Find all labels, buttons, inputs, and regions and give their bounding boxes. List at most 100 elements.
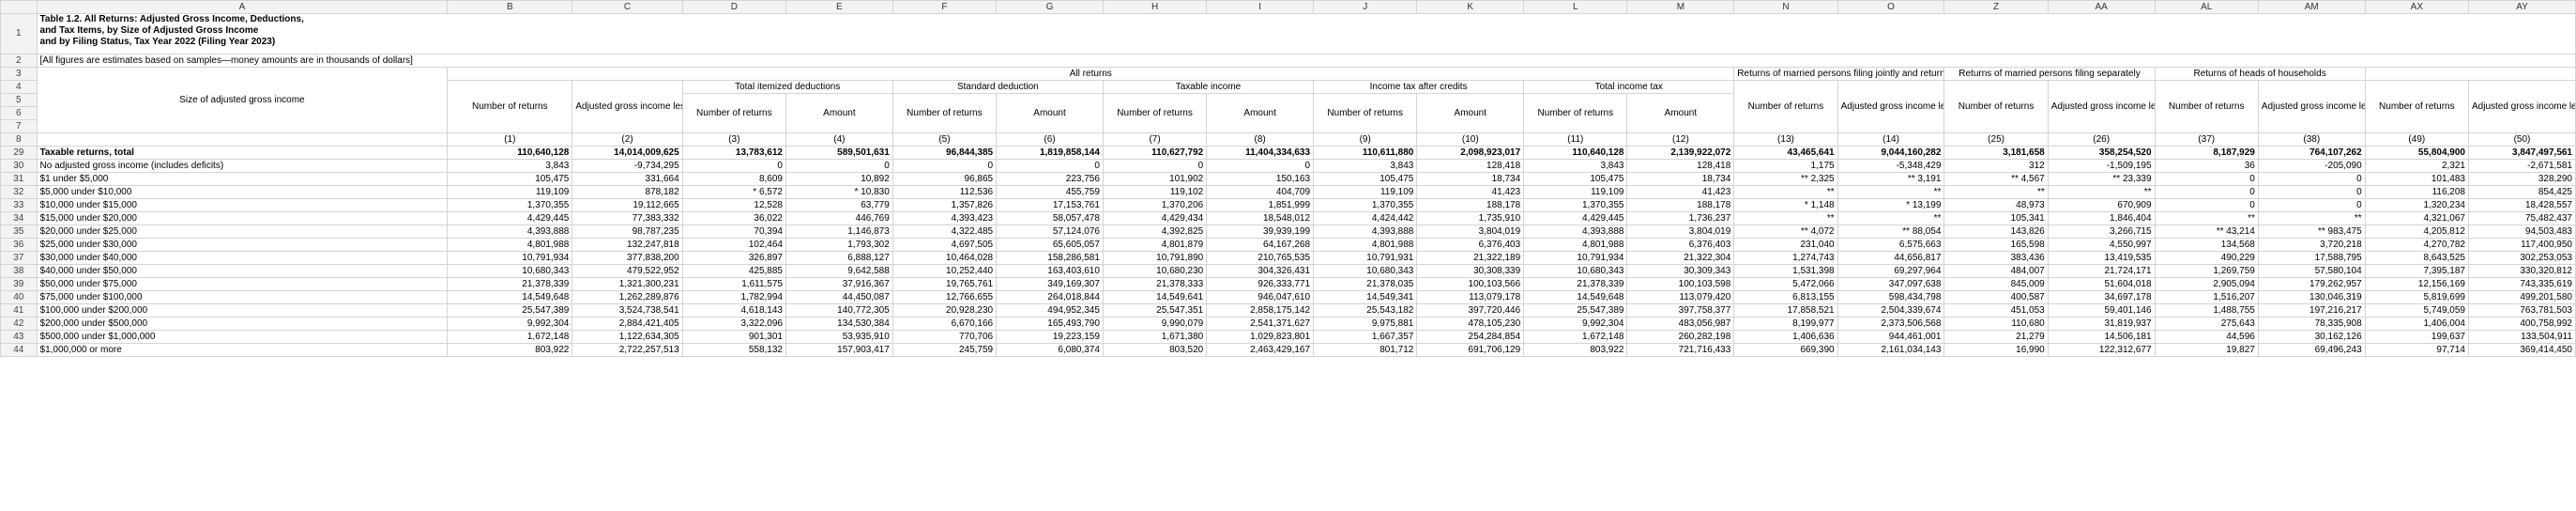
column-number-cell[interactable]: (11)	[1523, 132, 1628, 147]
value-cell[interactable]: 5,749,059	[2364, 303, 2469, 317]
value-cell[interactable]: * 1,148	[1733, 198, 1838, 212]
value-cell[interactable]: 140,772,305	[785, 303, 893, 317]
column-number-cell[interactable]: (14)	[1837, 132, 1945, 147]
value-cell[interactable]: 0	[785, 159, 893, 173]
value-cell[interactable]: 100,103,566	[1416, 277, 1525, 291]
value-cell[interactable]: 110,627,792	[1102, 146, 1208, 160]
number-of-returns-header[interactable]: Number of returns	[447, 80, 573, 133]
value-cell[interactable]: 1,146,873	[785, 225, 893, 239]
value-cell[interactable]: 3,843	[1523, 159, 1628, 173]
value-cell[interactable]: 558,132	[681, 343, 786, 357]
row-label-cell[interactable]: $15,000 under $20,000	[36, 211, 449, 225]
value-cell[interactable]: 75,482,437	[2467, 211, 2576, 225]
value-cell[interactable]: 210,765,535	[1206, 251, 1315, 265]
value-cell[interactable]: 2,161,034,143	[1837, 343, 1945, 357]
value-cell[interactable]: 479,522,952	[572, 264, 683, 278]
value-cell[interactable]: 3,322,096	[681, 317, 786, 331]
value-cell[interactable]: 197,216,217	[2257, 303, 2366, 317]
value-cell[interactable]: 105,341	[1943, 211, 2049, 225]
value-cell[interactable]: 119,109	[447, 185, 573, 199]
value-cell[interactable]: 25,547,389	[1523, 303, 1628, 317]
standard-amount-header[interactable]: Amount	[996, 93, 1104, 133]
value-cell[interactable]: 10,791,934	[447, 251, 573, 265]
value-cell[interactable]: 44,656,817	[1837, 251, 1945, 265]
value-cell[interactable]: 51,604,018	[2047, 277, 2156, 291]
value-cell[interactable]: 18,428,557	[2467, 198, 2576, 212]
value-cell[interactable]: **	[1733, 185, 1838, 199]
value-cell[interactable]: 4,322,485	[892, 225, 998, 239]
value-cell[interactable]: 157,903,417	[785, 343, 893, 357]
value-cell[interactable]: 1,782,994	[681, 290, 786, 304]
value-cell[interactable]: 21,724,171	[2047, 264, 2156, 278]
value-cell[interactable]: 1,370,355	[1313, 198, 1418, 212]
column-header-f[interactable]: F	[892, 0, 998, 14]
value-cell[interactable]: 10,680,230	[1102, 264, 1208, 278]
value-cell[interactable]: ** 43,214	[2154, 225, 2259, 239]
value-cell[interactable]: 10,680,343	[1313, 264, 1418, 278]
column-number-cell[interactable]: (38)	[2257, 132, 2366, 147]
value-cell[interactable]: 1,735,910	[1416, 211, 1525, 225]
column-header-e[interactable]: E	[785, 0, 893, 14]
column-header-g[interactable]: G	[996, 0, 1104, 14]
value-cell[interactable]: 16,990	[1943, 343, 2049, 357]
value-cell[interactable]: 4,801,988	[447, 238, 573, 252]
value-cell[interactable]: 18,548,012	[1206, 211, 1315, 225]
value-cell[interactable]: **	[1943, 185, 2049, 199]
row-label-cell[interactable]: $200,000 under $500,000	[36, 317, 449, 331]
value-cell[interactable]: 2,905,094	[2154, 277, 2259, 291]
value-cell[interactable]: 19,223,159	[996, 330, 1104, 344]
value-cell[interactable]: 21,322,304	[1626, 251, 1735, 265]
value-cell[interactable]: 2,541,371,627	[1206, 317, 1315, 331]
value-cell[interactable]: 101,483	[2364, 172, 2469, 186]
column-header-c[interactable]: C	[572, 0, 683, 14]
all-returns-header[interactable]: All returns	[447, 67, 1735, 81]
value-cell[interactable]: 133,504,911	[2467, 330, 2576, 344]
value-cell[interactable]: 330,320,812	[2467, 264, 2576, 278]
value-cell[interactable]: 12,528	[681, 198, 786, 212]
value-cell[interactable]: 21,279	[1943, 330, 2049, 344]
row-number[interactable]: 1	[0, 13, 38, 54]
value-cell[interactable]: 57,580,104	[2257, 264, 2366, 278]
row-number[interactable]: 41	[0, 303, 38, 317]
value-cell[interactable]: 4,321,067	[2364, 211, 2469, 225]
value-cell[interactable]: 7,395,187	[2364, 264, 2469, 278]
value-cell[interactable]: 4,697,505	[892, 238, 998, 252]
value-cell[interactable]: 4,393,888	[1313, 225, 1418, 239]
value-cell[interactable]: * 13,199	[1837, 198, 1945, 212]
value-cell[interactable]: 331,664	[572, 172, 683, 186]
value-cell[interactable]: 397,720,446	[1416, 303, 1525, 317]
value-cell[interactable]: ** 4,072	[1733, 225, 1838, 239]
value-cell[interactable]: 926,333,771	[1206, 277, 1315, 291]
value-cell[interactable]: 6,575,663	[1837, 238, 1945, 252]
value-cell[interactable]: 70,394	[681, 225, 786, 239]
value-cell[interactable]: 1,175	[1733, 159, 1838, 173]
value-cell[interactable]: 128,418	[1626, 159, 1735, 173]
value-cell[interactable]: 223,756	[996, 172, 1104, 186]
value-cell[interactable]: 8,199,977	[1733, 317, 1838, 331]
value-cell[interactable]: 4,801,988	[1523, 238, 1628, 252]
value-cell[interactable]: 10,892	[785, 172, 893, 186]
value-cell[interactable]: 19,112,665	[572, 198, 683, 212]
column-header-aa[interactable]: AA	[2047, 0, 2156, 14]
itemized-number-header[interactable]: Number of returns	[681, 93, 786, 133]
column-header-h[interactable]: H	[1102, 0, 1208, 14]
column-number-cell[interactable]: (3)	[681, 132, 786, 147]
value-cell[interactable]: ** 23,339	[2047, 172, 2156, 186]
value-cell[interactable]: 77,383,332	[572, 211, 683, 225]
value-cell[interactable]: 2,884,421,405	[572, 317, 683, 331]
value-cell[interactable]: 69,496,243	[2257, 343, 2366, 357]
value-cell[interactable]: 4,429,445	[447, 211, 573, 225]
value-cell[interactable]: 764,107,262	[2257, 146, 2366, 160]
value-cell[interactable]: 110,640,128	[447, 146, 573, 160]
value-cell[interactable]: 1,819,858,144	[996, 146, 1104, 160]
value-cell[interactable]: 4,429,434	[1102, 211, 1208, 225]
value-cell[interactable]: 347,097,638	[1837, 277, 1945, 291]
value-cell[interactable]: ** 3,191	[1837, 172, 1945, 186]
value-cell[interactable]: 158,286,581	[996, 251, 1104, 265]
column-number-cell[interactable]: (25)	[1943, 132, 2049, 147]
value-cell[interactable]: 1,611,575	[681, 277, 786, 291]
value-cell[interactable]: 478,105,230	[1416, 317, 1525, 331]
value-cell[interactable]: 2,098,923,017	[1416, 146, 1525, 160]
row-label-cell[interactable]: $10,000 under $15,000	[36, 198, 449, 212]
standard-deduction-header[interactable]: Standard deduction	[892, 80, 1104, 94]
